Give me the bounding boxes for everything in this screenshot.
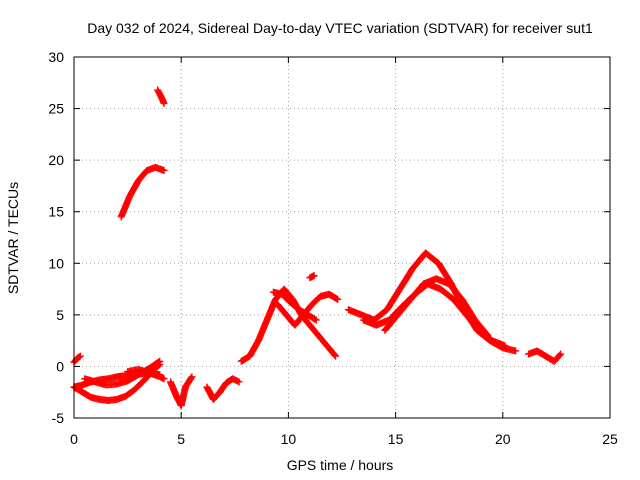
series-sat-d <box>124 366 168 383</box>
y-tick-label: 15 <box>48 204 64 220</box>
data-point-marker <box>501 342 509 350</box>
data-point-marker <box>156 357 164 365</box>
x-axis-label: GPS time / hours <box>287 457 394 473</box>
series-sat-q <box>525 347 565 365</box>
data-point-marker <box>76 352 84 360</box>
y-tick-label: 25 <box>48 101 64 117</box>
y-tick-label: 20 <box>48 152 64 168</box>
grid-lines <box>74 57 610 418</box>
series-sat-m <box>306 272 318 282</box>
data-point-marker <box>484 331 492 339</box>
data-point-marker <box>75 353 83 361</box>
series-sat-p <box>381 275 492 339</box>
data-point-marker <box>312 316 320 324</box>
plot-frame <box>73 56 611 419</box>
data-point-marker <box>334 295 342 303</box>
series-sat-l <box>269 288 320 324</box>
y-tick-label: 5 <box>56 307 64 323</box>
data-point-marker <box>556 351 564 359</box>
y-tick-label: -5 <box>52 410 65 426</box>
data-point-marker <box>187 374 195 382</box>
axis-ticks: 0 5 10 15 20 25 -5 0 5 10 15 20 25 30 <box>48 49 618 447</box>
data-point-marker <box>310 272 318 280</box>
chart-title: Day 032 of 2024, Sidereal Day-to-day VTE… <box>87 20 593 36</box>
series-sat-f <box>117 163 168 221</box>
series-sat-h <box>166 373 196 410</box>
x-tick-label: 0 <box>70 431 78 447</box>
data-point-marker <box>160 166 168 174</box>
x-tick-label: 20 <box>495 431 511 447</box>
y-tick-label: 0 <box>56 358 64 374</box>
series-sat-g <box>154 86 168 107</box>
x-tick-label: 25 <box>602 431 618 447</box>
x-tick-label: 15 <box>388 431 404 447</box>
data-point-marker <box>557 350 565 358</box>
y-axis-label: SDTVAR / TECUs <box>5 182 21 294</box>
series-sat-k <box>274 290 342 329</box>
data-point-marker <box>512 347 520 355</box>
data-point-marker <box>160 99 168 107</box>
series-sat-i <box>203 375 243 403</box>
data-points <box>70 86 565 410</box>
x-tick-label: 5 <box>177 431 185 447</box>
data-point-marker <box>235 378 243 386</box>
data-point-marker <box>332 352 340 360</box>
data-point-marker <box>155 358 163 366</box>
data-point-marker <box>188 373 196 381</box>
data-point-marker <box>160 375 168 383</box>
x-tick-label: 10 <box>281 431 297 447</box>
data-point-marker <box>483 330 491 338</box>
y-tick-label: 30 <box>48 49 64 65</box>
data-point-marker <box>331 351 339 359</box>
y-tick-label: 10 <box>48 255 64 271</box>
